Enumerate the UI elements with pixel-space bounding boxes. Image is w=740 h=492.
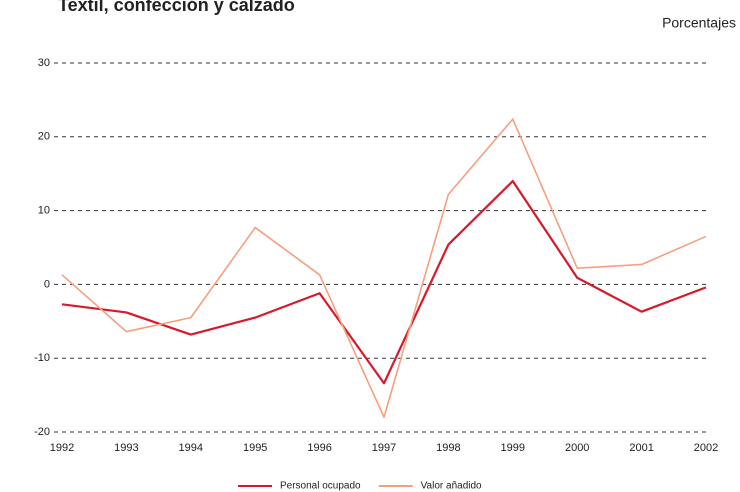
x-tick-label: 2002 [694,442,718,454]
legend-label: Personal ocupado [280,481,361,492]
chart-subtitle: Porcentajes [662,15,736,31]
x-tick-label: 2001 [629,442,653,454]
legend-label: Valor añadido [421,481,482,492]
x-tick-label: 1998 [436,442,460,454]
x-tick-label: 1997 [372,442,396,454]
series-line [61,179,707,385]
x-tick-label: 1994 [179,442,203,454]
x-tick-label: 1996 [307,442,331,454]
y-tick-label: 0 [44,278,50,290]
x-tick-label: 1992 [50,442,74,454]
chart-title: Textil, confección y calzado [58,0,295,15]
y-tick-label: -10 [34,352,50,364]
y-tick-label: 20 [38,131,50,143]
y-tick-label: 30 [38,57,50,69]
x-tick-label: 2000 [565,442,589,454]
x-tick-label: 1995 [243,442,267,454]
series-line [61,118,707,419]
x-tick-label: 1999 [501,442,525,454]
x-tick-label: 1993 [114,442,138,454]
y-tick-label: 10 [38,205,50,217]
y-tick-label: -20 [34,426,50,438]
